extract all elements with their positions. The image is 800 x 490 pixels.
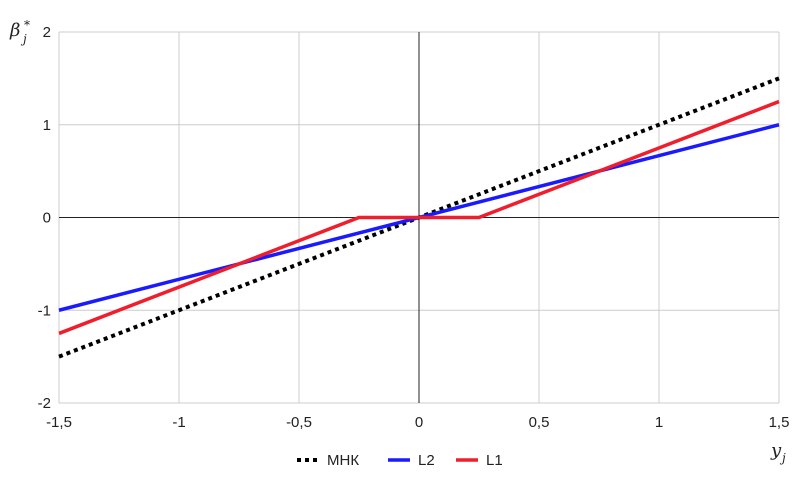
x-tick-label: 0 (415, 414, 423, 431)
x-tick-label: 1 (655, 414, 663, 431)
x-tick-label: 1,5 (769, 414, 790, 431)
legend: МНК L2 L1 (297, 452, 503, 469)
y-axis-label-sub: j (20, 32, 27, 46)
y-tick-label: -1 (38, 302, 51, 319)
y-axis-label-sup: * (24, 18, 30, 32)
y-axis-label: β j * (9, 18, 30, 46)
x-tick-label: -1,5 (46, 414, 72, 431)
y-axis-label-main: β (9, 20, 20, 41)
x-tick-label: -0,5 (286, 414, 312, 431)
legend-label-L1: L1 (486, 452, 503, 469)
y-tick-label: -2 (38, 395, 51, 412)
x-tick-labels: -1,5 -1 -0,5 0 0,5 1 1,5 (46, 414, 789, 431)
x-tick-label: -1 (172, 414, 185, 431)
x-axis-label: y j (770, 440, 786, 465)
y-tick-label: 0 (43, 210, 51, 227)
legend-label-МНК: МНК (327, 452, 359, 469)
series-layer (58, 76, 780, 359)
y-tick-label: 2 (43, 24, 51, 41)
series-line-L1 (58, 99, 780, 336)
y-tick-label: 1 (43, 117, 51, 134)
y-tick-labels: -2 -1 0 1 2 (38, 24, 51, 412)
x-axis-label-main: y (770, 440, 782, 461)
x-tick-label: 0,5 (529, 414, 550, 431)
legend-label-L2: L2 (418, 452, 435, 469)
x-axis-label-sub: j (779, 451, 786, 465)
